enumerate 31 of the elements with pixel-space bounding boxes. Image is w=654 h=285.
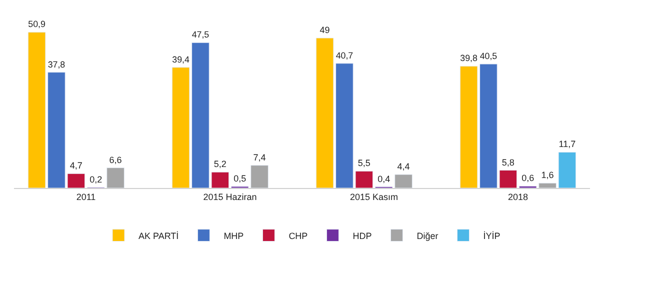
data-label: 50,9 (28, 19, 46, 30)
data-label: 0,2 (90, 174, 102, 184)
x-tick-label: 2015 Haziran (203, 192, 257, 202)
data-label: 39,4 (172, 54, 190, 64)
data-label: 4,4 (397, 162, 410, 172)
data-label: 0,4 (378, 174, 390, 184)
legend-label: CHP (288, 230, 308, 241)
data-label: 39,8 (460, 53, 478, 64)
x-tick-label: 2011 (76, 192, 96, 202)
data-label: 0,5 (234, 173, 246, 184)
data-label: 7,4 (253, 152, 266, 162)
data-label: 37,8 (48, 59, 66, 70)
data-label: 47,5 (192, 30, 210, 40)
legend-label: İYİP (483, 230, 500, 241)
data-label: 1,6 (541, 170, 554, 180)
data-label: 6,6 (109, 154, 122, 165)
data-label: 5,5 (358, 158, 370, 168)
data-label: 4,7 (70, 160, 82, 171)
legend-label: Diğer (416, 230, 438, 241)
legend-label: HDP (352, 230, 372, 241)
data-label: 49 (320, 25, 330, 36)
legend-label: MHP (224, 230, 244, 241)
x-tick-label: 2018 (508, 192, 528, 202)
legend-label: AK PARTİ (138, 230, 179, 241)
data-label: 40,5 (480, 51, 498, 62)
data-label: 0,6 (522, 173, 534, 184)
data-label: 40,7 (336, 50, 354, 60)
data-label: 11,7 (558, 139, 576, 150)
x-tick-label: 2015 Kasım (350, 192, 398, 202)
data-label: 5,2 (214, 159, 226, 170)
data-label: 5,8 (502, 157, 514, 168)
